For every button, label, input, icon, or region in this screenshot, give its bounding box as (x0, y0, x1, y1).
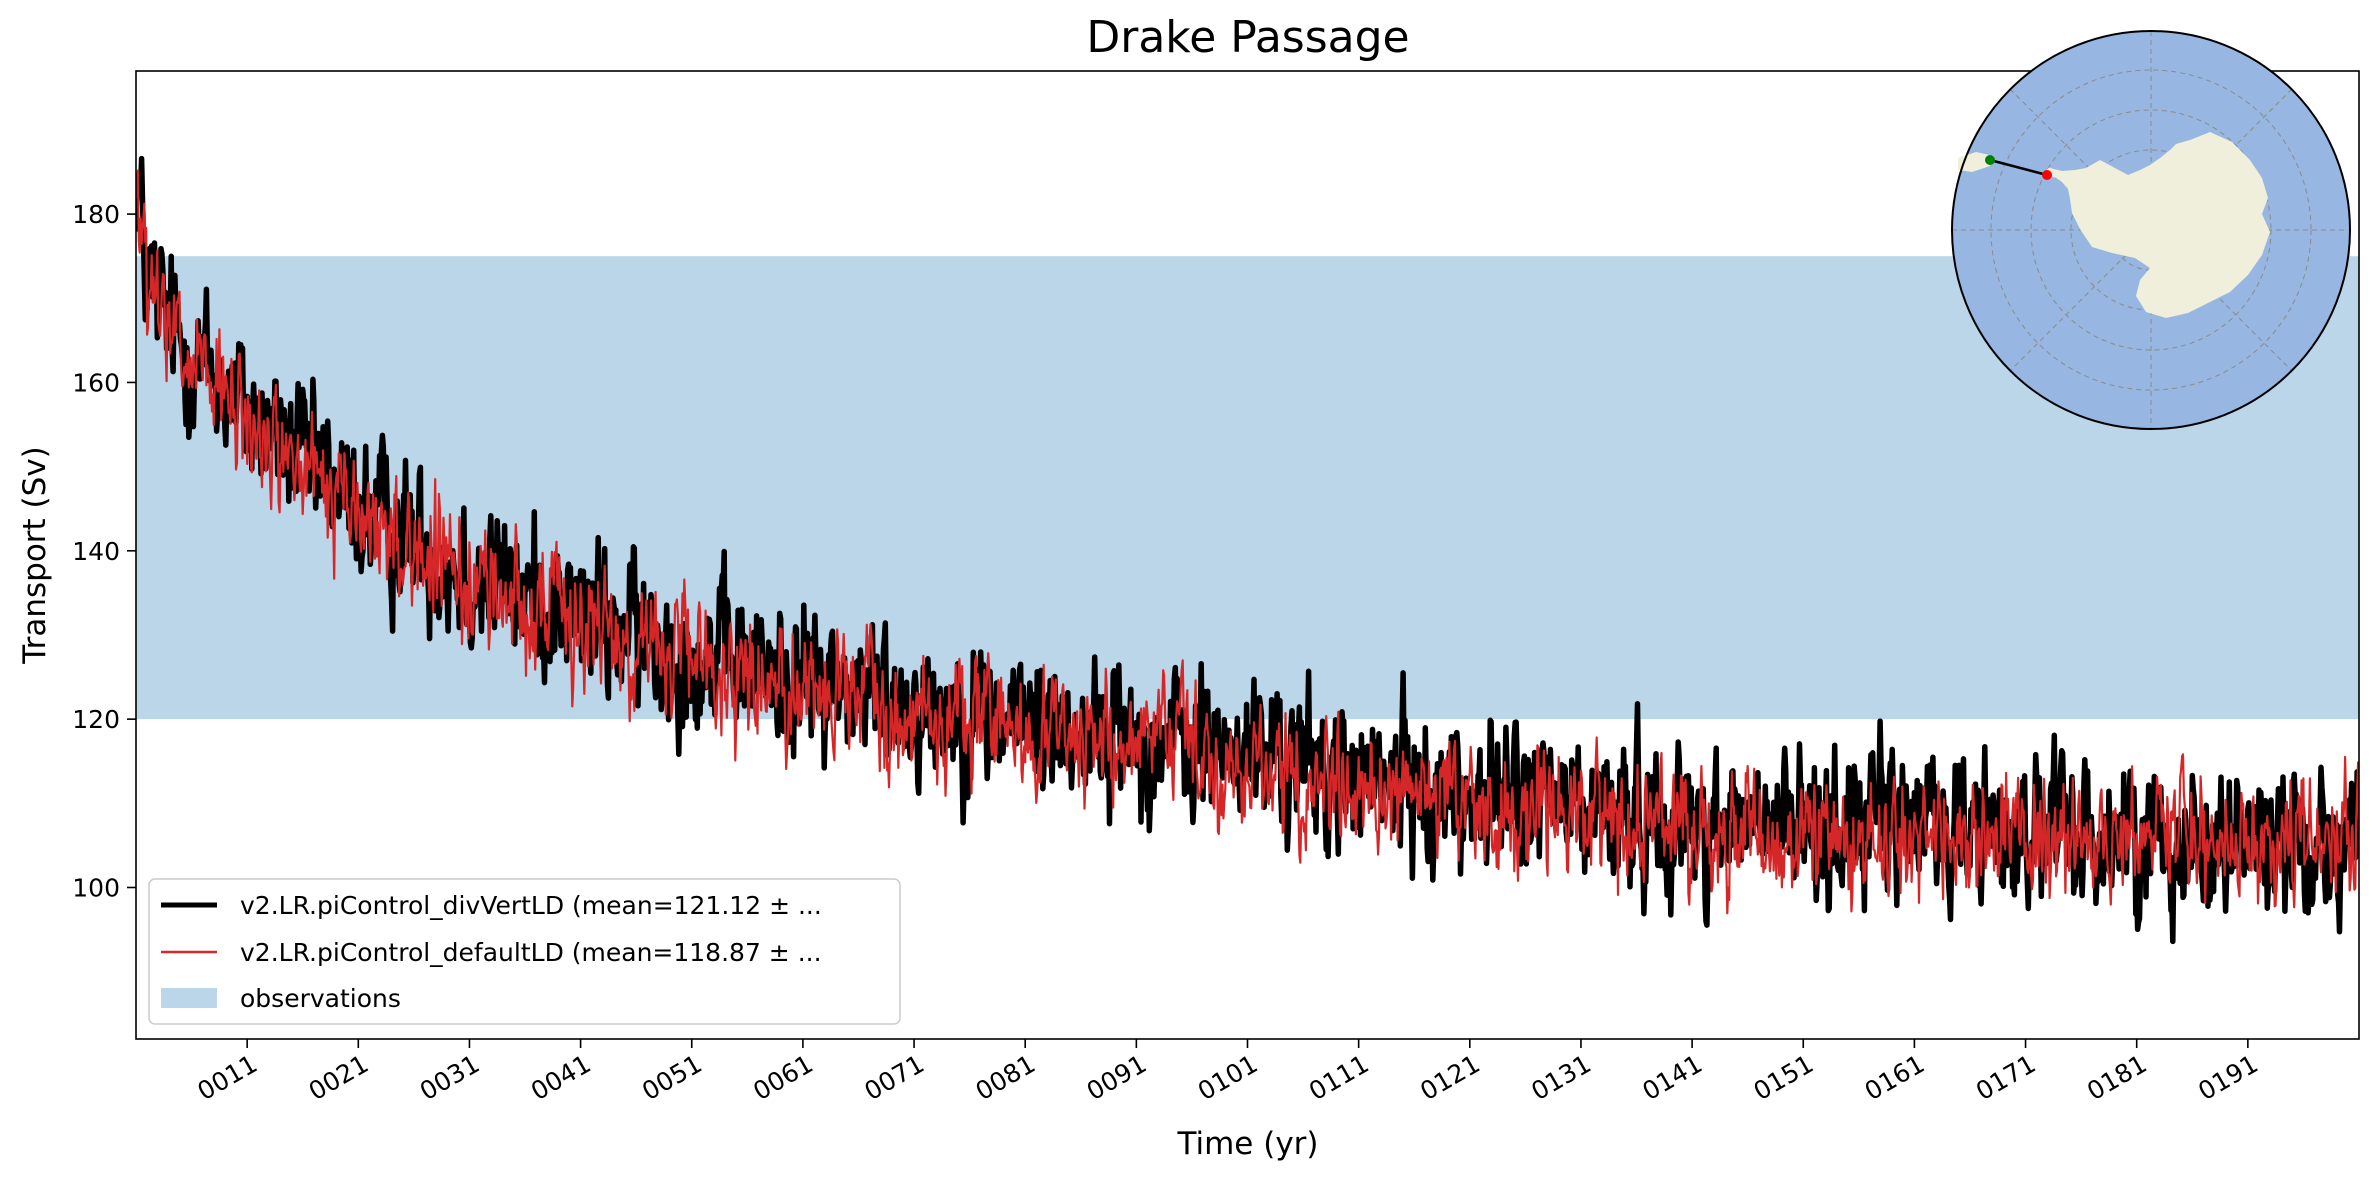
legend-label-observations: observations (240, 984, 401, 1013)
series-line-defaultld (136, 169, 2359, 915)
chart-title: Drake Passage (1086, 12, 1409, 63)
series-layer (136, 155, 2359, 945)
legend-label-divvertld: v2.LR.piControl_divVertLD (mean=121.12 ±… (240, 891, 822, 920)
inset-map (1951, 30, 2351, 430)
legend-label-defaultld: v2.LR.piControl_defaultLD (mean=118.87 ±… (240, 938, 822, 967)
y-tick-label: 180 (72, 200, 120, 229)
drake-section-line (1989, 158, 2048, 177)
antarctica-landmass (2046, 132, 2270, 318)
y-axis: 100 120 140 160 180 (72, 200, 136, 902)
y-tick-label: 140 (72, 537, 120, 566)
legend: v2.LR.piControl_divVertLD (mean=121.12 ±… (148, 878, 901, 1025)
legend-swatch-observations (161, 988, 217, 1008)
section-start-marker (1985, 155, 1995, 165)
south-america-landmass (1958, 152, 1994, 172)
y-axis-title: Transport (Sv) (17, 446, 53, 665)
x-axis-title: Time (yr) (1177, 1126, 1319, 1162)
y-tick-label: 120 (72, 705, 120, 734)
y-tick-label: 160 (72, 368, 120, 397)
section-end-marker (2042, 170, 2052, 180)
y-tick-label: 100 (72, 873, 120, 902)
legend-frame (148, 878, 901, 1025)
map-border (1951, 30, 2351, 430)
